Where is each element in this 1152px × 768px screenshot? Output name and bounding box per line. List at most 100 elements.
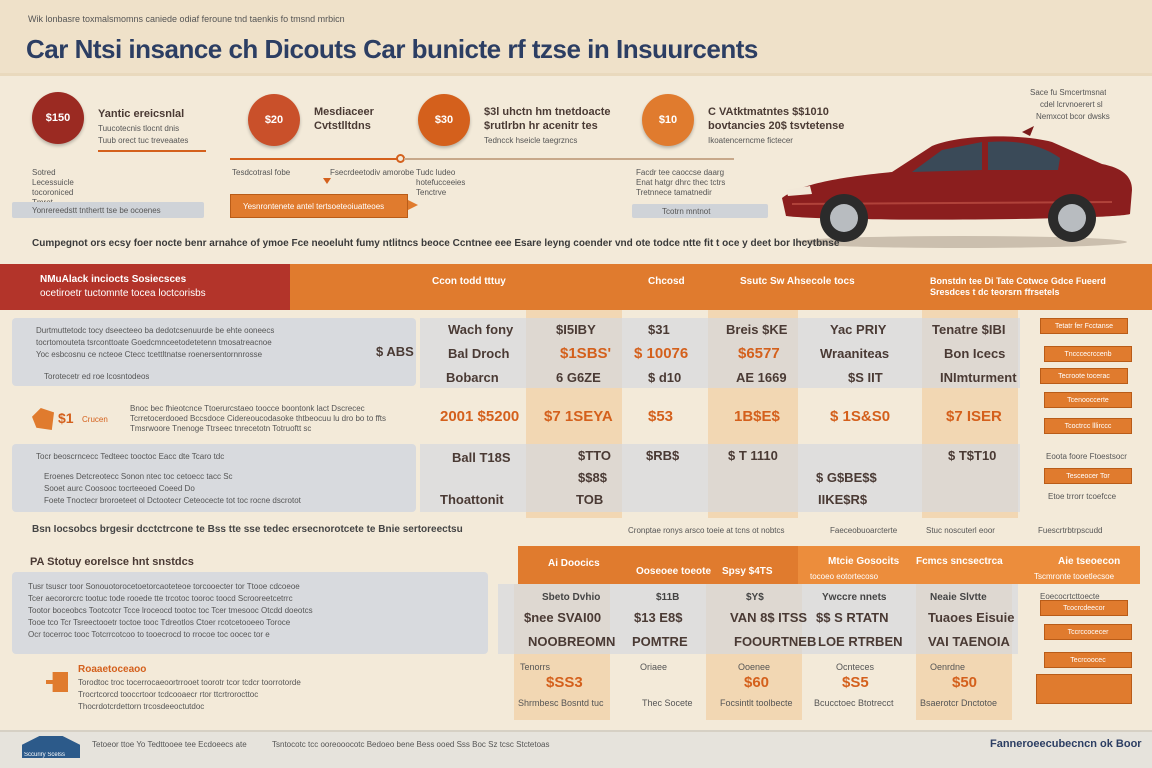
footer-left-text: Tetoeor ttoe Yo Tedttooee tee Ecdoeecs a… <box>92 740 247 749</box>
table3-cell: Tuaoes Eisuie <box>928 610 1015 625</box>
table1-cell: $S IIT <box>848 370 883 385</box>
caption-line-2: Bsn Iocsobcs brgesir dcctctrcone te Bss … <box>32 524 463 535</box>
side-option-button[interactable]: Tncccecrccenb <box>1044 346 1132 362</box>
caption2-col: Cronptae ronys arsco toeie at tcns ot no… <box>628 526 785 535</box>
section3-sub-line: Thocrdotcrdettorn trcosdeeoctutdoc <box>78 702 205 711</box>
table1-cell: Yac PRIY <box>830 322 887 337</box>
note-top-right-1: Sace fu Smcertmsnat <box>1030 88 1107 97</box>
table1-desc-3: Yoc esbcosnu ce ncteoe Ctecc tcettltnats… <box>36 350 263 359</box>
table1-cell: $ 10076 <box>634 345 689 362</box>
table3-cell: Shrmbesc Bosntd tuc <box>518 698 604 708</box>
note-mid-2: Fsecrdeetodiv amorobe <box>330 168 415 177</box>
table3-header: Ooseoee toeote <box>636 566 712 577</box>
badge-4-title: C VAtktmatntes $$1010 <box>708 106 829 118</box>
badge-1-sub: Tuub orect tuc treveaates <box>98 136 189 145</box>
table3-cell: LOE RTRBEN <box>818 634 903 649</box>
section-header-orange <box>290 264 1152 310</box>
table3-cell: Focsintlt toolbecte <box>720 698 793 708</box>
caption2-col: Fuescrtrbtrpscudd <box>1038 526 1103 535</box>
badge-1-title: Yantic ereicsnlal <box>98 108 185 120</box>
table2-cell: IIKE$R$ <box>818 492 868 507</box>
highlight-value: $ 1S&S0 <box>830 408 891 425</box>
badge-3-line2: $rutlrbn hr acenitr tes <box>484 120 598 132</box>
side-option-button[interactable]: Tecrcoocec <box>1044 652 1132 668</box>
table1-cell: AE 1669 <box>736 370 787 385</box>
table1-cell: Bobarcn <box>446 370 499 385</box>
band-left-title: NMuAlack inciocts Sosiecsces <box>40 274 187 285</box>
note-mid-right-2: hotefucceeies <box>416 178 466 187</box>
side-option-button[interactable]: Tcocrcdeecor <box>1040 600 1128 616</box>
note-left-1: Sotred <box>32 168 56 177</box>
table3-cell: Tenorrs <box>520 662 551 672</box>
table3-cell: Bcucctoec Btotrecct <box>814 698 894 708</box>
band-col-4: Bonstdn tee Di Tate Cotwce Gdce Fueerd S… <box>930 276 1106 297</box>
table1-cell: $1SBS' <box>560 345 612 362</box>
table3-cell: FOOURTNEB <box>734 634 817 649</box>
logo-text: Sccuriry Scelss <box>24 752 66 758</box>
table1-cell: $I5IBY <box>556 322 596 337</box>
table2-desc-3: Sooet aurc Coosooc tocrteeoed Coeed Do <box>44 484 195 493</box>
table3-cell: Ocnteces <box>836 662 875 672</box>
side-option-button[interactable]: Tecroote tocerac <box>1040 368 1128 384</box>
arrow-down-icon <box>323 178 331 184</box>
badge-2-title: Mesdiaceer <box>314 106 374 118</box>
highlight-label: $1 <box>58 410 74 426</box>
table3-header-left <box>518 546 798 584</box>
table3-cell: $Y$ <box>746 592 764 603</box>
side-option-button[interactable]: Tcoctrcc lllirccc <box>1044 418 1132 434</box>
badge-1-divider <box>98 150 206 152</box>
section3-panel <box>12 572 488 654</box>
section3-title: PA Stotuy eorelsce hnt snstdcs <box>30 556 194 568</box>
note-top-right-3: Nemxcot bcor dwsks <box>1036 112 1110 121</box>
table3-cell: Ywccre nnets <box>822 592 887 603</box>
side-option-button[interactable]: Tcenooccerte <box>1044 392 1132 408</box>
table1-grid <box>420 318 1020 388</box>
side-option-button[interactable]: Tccrccocecer <box>1044 624 1132 640</box>
table3-header: Aie tseoecon <box>1058 556 1121 567</box>
table1-cell: Bon Icecs <box>944 346 1006 361</box>
page-title: Car Ntsi insance ch Dicouts Car bunicte … <box>26 34 758 64</box>
side-note-3: Eoecocrtcttoecte <box>1040 592 1100 601</box>
flag-icon <box>46 672 68 692</box>
badge-3-title: $3l uhctn hm tnetdoacte <box>484 106 611 118</box>
highlight-value: 2001 $5200 <box>440 408 520 425</box>
table3-cell: $$ S RTATN <box>816 610 889 625</box>
caption2-col: Stuc noscuterl eoor <box>926 526 995 535</box>
header-tagline: Wik lonbasre toxmalsmomns caniede odiaf … <box>28 14 345 24</box>
table1-cell: 6 G6ZE <box>556 370 601 385</box>
table1-cell: Wach fony <box>448 322 514 337</box>
left-info-bar: Yonrereedstt tnthertt tse be ocoenes <box>12 202 204 218</box>
table2-desc-panel <box>12 444 416 512</box>
table2-cell: TOB <box>576 492 604 507</box>
side-option-button[interactable]: Tetatr fer Fcctanse <box>1040 318 1128 334</box>
side-option-button[interactable]: Tesceocer Tor <box>1044 468 1132 484</box>
table3-cell: POMTRE <box>632 634 688 649</box>
table2-grid <box>420 444 1020 512</box>
table2-cell: $TTO <box>578 448 611 463</box>
table1-cell: INImturment <box>940 370 1017 385</box>
note-mid-right-3: Tenctrve <box>416 188 447 197</box>
discount-badge-4: $10 <box>642 94 694 146</box>
footer-center-text: Tsntocotc tcc ooreooocotc Bedoeo bene Be… <box>272 740 550 749</box>
table1-cell: $6577 <box>738 345 780 362</box>
table3-header: Ai Doocics <box>548 558 600 569</box>
table1-cell: Bal Droch <box>448 346 510 361</box>
table3-grid <box>498 584 1018 654</box>
section3-sub-line: Torodtoc troc tocerrocaeoortrrooet tooro… <box>78 678 301 687</box>
table1-cell: Tenatre $IBI <box>932 322 1006 337</box>
highlight-value: $7 ISER <box>946 408 1002 425</box>
table1-cell: Breis $KE <box>726 322 788 337</box>
table3-cell: Thec Socete <box>642 698 693 708</box>
section3-subtitle: Roaaetoceaoo <box>78 664 147 675</box>
table3-cell: Ooenee <box>738 662 771 672</box>
logo-icon <box>22 736 80 758</box>
table2-desc-2: Eroenes Detcreotecc Sonon ntec toc cetoe… <box>44 472 233 481</box>
footer <box>0 730 1152 768</box>
table1-note: Torotecetr ed roe lcosntodeos <box>44 372 150 381</box>
section-header-red <box>0 264 318 310</box>
discount-badge-1: $150 <box>32 92 84 144</box>
highlight-desc-3: Tmsrwoore Tnenoge Ttrseec tnrecetotn Tot… <box>130 424 312 433</box>
note-left-3: tocoroniced <box>32 188 74 197</box>
table1-desc-panel <box>12 318 416 386</box>
piggy-bank-icon <box>32 408 54 430</box>
